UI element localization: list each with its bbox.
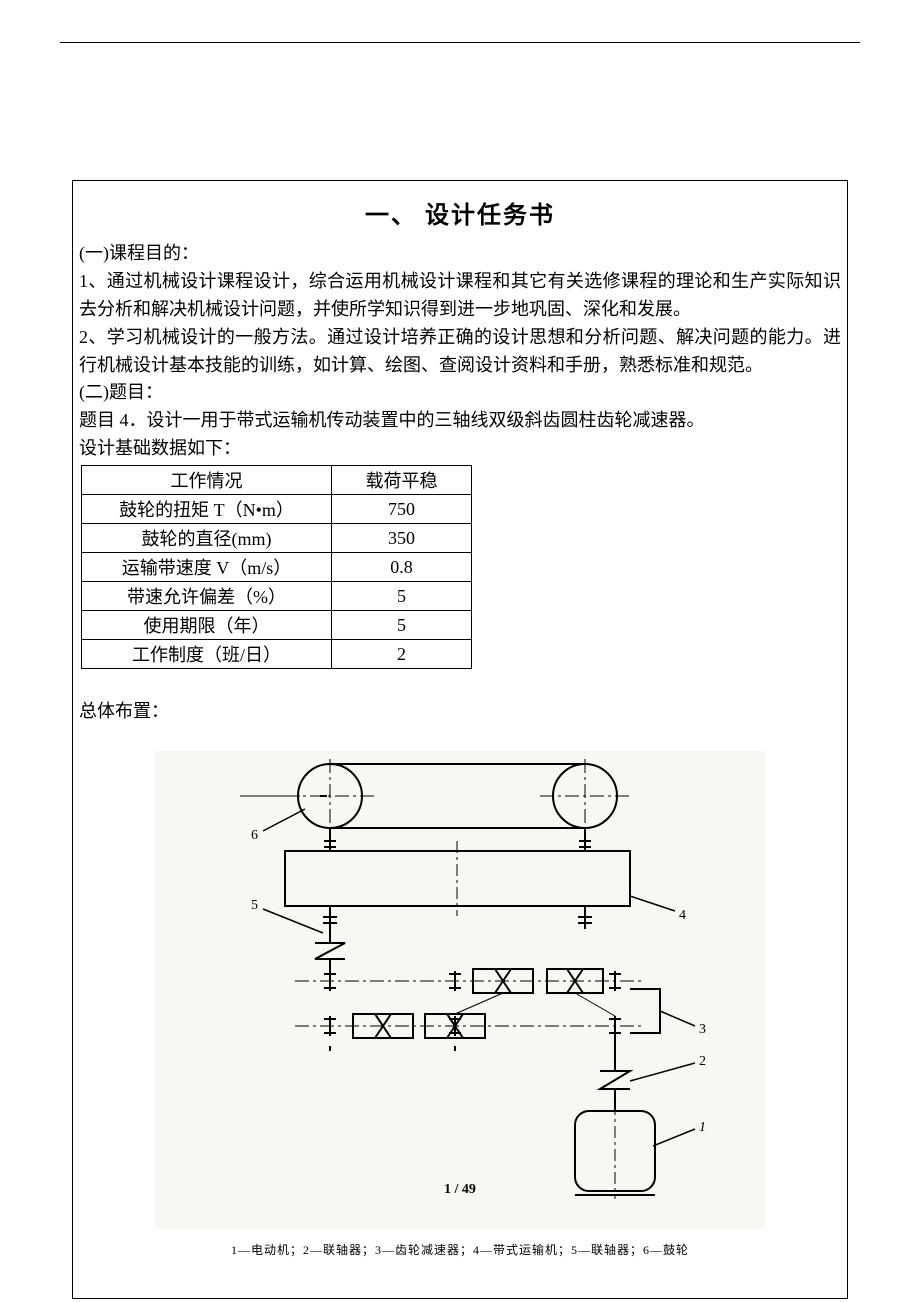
diagram-label-2: 2 <box>699 1054 706 1069</box>
mechanical-diagram: 6 4 5 <box>155 751 765 1229</box>
table-row: 工作情况 载荷平稳 <box>82 466 472 495</box>
diagram-label-5: 5 <box>251 898 258 913</box>
cell-label: 鼓轮的扭矩 T（N•m） <box>82 495 332 524</box>
cell-label: 使用期限（年） <box>82 611 332 640</box>
topic-line: 题目 4．设计一用于带式运输机传动装置中的三轴线双级斜齿圆柱齿轮减速器。 <box>79 407 841 435</box>
section2-heading: (二)题目： <box>79 379 841 407</box>
cell-value: 载荷平稳 <box>332 466 472 495</box>
diagram-label-1: 1 <box>699 1120 706 1135</box>
layout-label: 总体布置： <box>79 697 841 723</box>
table-row: 鼓轮的扭矩 T（N•m） 750 <box>82 495 472 524</box>
top-rule <box>60 42 860 43</box>
cell-label: 带速允许偏差（%） <box>82 582 332 611</box>
diagram-label-6: 6 <box>251 828 258 843</box>
table-row: 运输带速度 V（m/s） 0.8 <box>82 553 472 582</box>
table-row: 鼓轮的直径(mm) 350 <box>82 524 472 553</box>
cell-value: 750 <box>332 495 472 524</box>
diagram-label-3: 3 <box>699 1022 706 1037</box>
diagram-label-4: 4 <box>679 908 686 923</box>
section1-heading: (一)课程目的： <box>79 240 841 268</box>
basis-line: 设计基础数据如下： <box>79 435 841 463</box>
cell-value: 350 <box>332 524 472 553</box>
cell-label: 鼓轮的直径(mm) <box>82 524 332 553</box>
paragraph-1: 1、通过机械设计课程设计，综合运用机械设计课程和其它有关选修课程的理论和生产实际… <box>79 268 841 324</box>
cell-label: 运输带速度 V（m/s） <box>82 553 332 582</box>
cell-value: 2 <box>332 640 472 669</box>
data-table: 工作情况 载荷平稳 鼓轮的扭矩 T（N•m） 750 鼓轮的直径(mm) 350… <box>81 465 472 669</box>
cell-value: 5 <box>332 582 472 611</box>
cell-value: 0.8 <box>332 553 472 582</box>
table-row: 工作制度（班/日） 2 <box>82 640 472 669</box>
page-frame: 一、 设计任务书 (一)课程目的： 1、通过机械设计课程设计，综合运用机械设计课… <box>72 180 848 1299</box>
diagram-caption: 1—电动机；2—联轴器；3—齿轮减速器；4—带式运输机；5—联轴器；6—鼓轮 <box>155 1241 765 1258</box>
table-row: 使用期限（年） 5 <box>82 611 472 640</box>
cell-label: 工作情况 <box>82 466 332 495</box>
table-row: 带速允许偏差（%） 5 <box>82 582 472 611</box>
body-text: (一)课程目的： 1、通过机械设计课程设计，综合运用机械设计课程和其它有关选修课… <box>79 240 841 463</box>
page-number: 1 / 49 <box>0 1182 920 1198</box>
cell-value: 5 <box>332 611 472 640</box>
cell-label: 工作制度（班/日） <box>82 640 332 669</box>
paragraph-2: 2、学习机械设计的一般方法。通过设计培养正确的设计思想和分析问题、解决问题的能力… <box>79 324 841 380</box>
doc-title: 一、 设计任务书 <box>79 189 841 240</box>
